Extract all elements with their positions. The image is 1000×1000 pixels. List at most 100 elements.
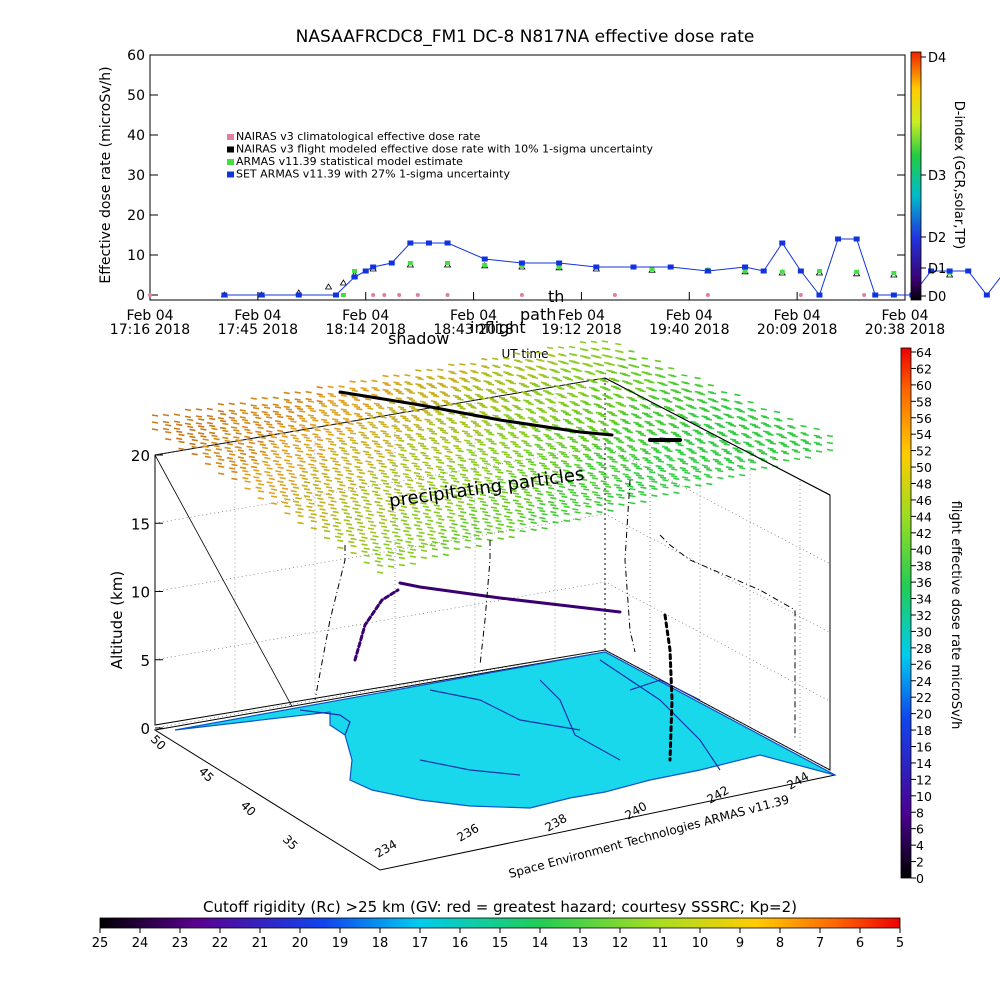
- particle-mark: [440, 478, 447, 481]
- particle-mark: [215, 448, 223, 451]
- particle-mark: [296, 400, 304, 404]
- particle-mark: [263, 413, 271, 417]
- particle-mark: [338, 446, 346, 450]
- particle-mark: [439, 376, 446, 380]
- particle-mark: [246, 438, 253, 442]
- particle-mark: [338, 399, 345, 402]
- particle-mark: [356, 514, 364, 518]
- particle-mark: [496, 425, 504, 429]
- particle-mark: [297, 521, 304, 525]
- particle-mark: [330, 457, 337, 460]
- particle-mark: [268, 439, 275, 443]
- particle-mark: [567, 378, 574, 381]
- particle-mark: [403, 515, 410, 519]
- particle-mark: [501, 443, 508, 447]
- inflight-label: inflight: [470, 318, 526, 337]
- particle-mark: [437, 413, 444, 416]
- particle-mark: [695, 477, 702, 480]
- particle-mark: [468, 397, 475, 401]
- particle-mark: [268, 491, 275, 495]
- dose-tick-label: 8: [916, 805, 924, 820]
- particle-mark: [426, 480, 434, 484]
- particle-mark: [670, 431, 677, 434]
- particle-mark: [703, 409, 710, 413]
- dose-tick-label: 6: [916, 822, 924, 837]
- particle-mark: [407, 479, 414, 482]
- particle-mark: [387, 510, 394, 513]
- particle-mark: [684, 471, 691, 475]
- particle-mark: [295, 504, 302, 507]
- particle-mark: [435, 451, 442, 455]
- particle-mark: [499, 427, 506, 431]
- particle-mark: [255, 479, 262, 483]
- dose-tick-label: 12: [916, 772, 932, 787]
- x-tick-label-day: Feb 04: [234, 308, 281, 324]
- particle-mark: [391, 424, 398, 428]
- particle-mark: [484, 469, 491, 473]
- particle-mark: [523, 491, 531, 494]
- particle-mark: [385, 554, 392, 557]
- particle-mark: [606, 403, 613, 407]
- particle-mark: [745, 436, 752, 439]
- particle-mark: [387, 451, 394, 455]
- particle-mark: [532, 427, 539, 431]
- particle-mark: [224, 432, 231, 436]
- particle-mark: [297, 450, 304, 453]
- particle-mark: [361, 543, 368, 546]
- particle-mark: [769, 456, 776, 459]
- particle-mark: [255, 486, 262, 490]
- particle-mark: [655, 419, 662, 423]
- particle-mark: [651, 494, 658, 498]
- particle-mark: [475, 480, 482, 484]
- particle-mark: [552, 520, 559, 524]
- particle-mark: [351, 403, 358, 407]
- particle-mark: [800, 438, 807, 442]
- particle-mark: [514, 399, 521, 402]
- particle-mark: [281, 487, 289, 490]
- particle-mark: [327, 399, 334, 403]
- particle-mark: [499, 495, 506, 498]
- particle-mark: [226, 442, 234, 446]
- legend-item: ARMAS v11.39 statistical model estimate: [227, 155, 463, 168]
- particle-mark: [479, 500, 487, 504]
- particle-mark: [560, 460, 568, 463]
- particle-mark: [466, 448, 473, 452]
- particle-mark: [433, 408, 440, 412]
- particle-mark: [719, 425, 726, 429]
- particle-mark: [618, 447, 625, 451]
- particle-mark: [569, 386, 576, 390]
- particle-mark: [375, 404, 383, 408]
- particle-mark: [640, 493, 647, 496]
- grid-line: [154, 649, 831, 771]
- particle-mark: [486, 538, 493, 542]
- particle-mark: [354, 510, 361, 514]
- particle-mark: [277, 480, 284, 483]
- particle-mark: [661, 390, 668, 394]
- particle-mark: [497, 478, 504, 481]
- particle-mark: [618, 440, 625, 444]
- particle-mark: [773, 410, 781, 414]
- legend-swatch: [227, 146, 234, 153]
- particle-mark: [441, 392, 449, 396]
- particle-mark: [517, 519, 524, 523]
- particle-mark: [479, 410, 486, 414]
- data-point: [258, 292, 265, 298]
- particle-mark: [327, 433, 335, 437]
- particle-mark: [261, 396, 268, 400]
- dose-tick-label: 36: [916, 575, 932, 590]
- particle-mark: [494, 416, 501, 420]
- particle-mark: [666, 456, 673, 460]
- particle-mark: [593, 452, 601, 455]
- particle-mark: [624, 435, 631, 439]
- particle-mark: [706, 475, 713, 479]
- particle-mark: [534, 429, 541, 433]
- particle-mark: [361, 495, 368, 499]
- legend-label: NAIRAS v3 climatological effective dose …: [236, 130, 481, 143]
- particle-mark: [789, 426, 796, 429]
- particle-mark: [224, 446, 231, 450]
- particle-mark: [455, 454, 462, 457]
- particle-mark: [277, 429, 284, 433]
- particle-mark: [316, 445, 324, 449]
- particle-mark: [596, 454, 603, 458]
- data-point: [797, 268, 804, 274]
